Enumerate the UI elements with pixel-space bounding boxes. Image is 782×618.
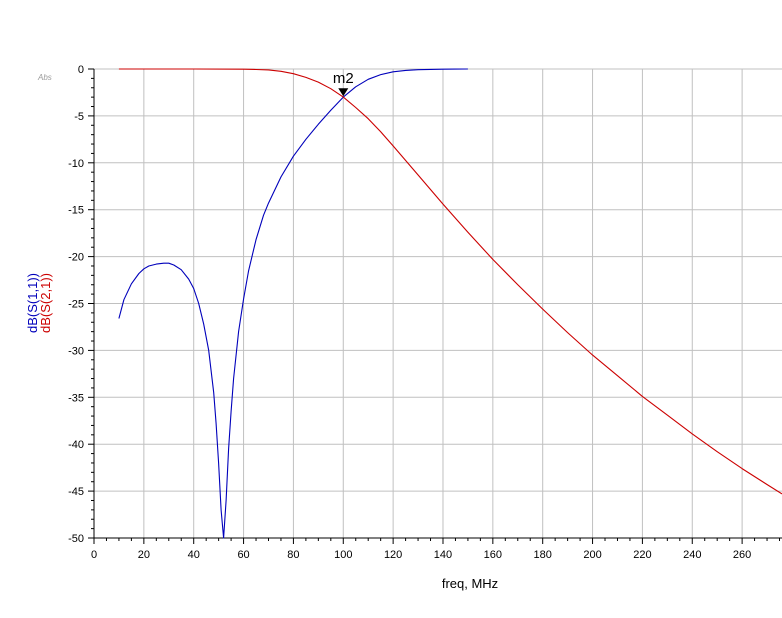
x-tick-label: 180 bbox=[534, 549, 552, 561]
x-tick-label: 260 bbox=[733, 549, 751, 561]
y-tick-label: -15 bbox=[68, 205, 84, 217]
x-tick-label: 20 bbox=[138, 549, 150, 561]
x-axis-title: freq, MHz bbox=[442, 576, 498, 591]
y-tick-label: -35 bbox=[68, 392, 84, 404]
y-axis-title-s11: dB(S(1,1)) bbox=[25, 273, 40, 333]
y-tick-label: -45 bbox=[68, 486, 84, 498]
y-axis-title-s21: dB(S(2,1)) bbox=[38, 273, 53, 333]
marker-triangle bbox=[338, 88, 349, 97]
y-tick-label: -25 bbox=[68, 299, 84, 311]
y-tick-label: -20 bbox=[68, 252, 84, 264]
tick-labels: 0 20 40 60 80 100 120 140 160 180 200 220 240 260 0 -5 -… bbox=[68, 64, 751, 561]
y-tick-label: 0 bbox=[78, 64, 84, 76]
y-tick-label: -30 bbox=[68, 345, 84, 357]
axes bbox=[93, 69, 782, 539]
x-tick-label: 60 bbox=[237, 549, 249, 561]
marker-m2: m2 bbox=[333, 70, 354, 97]
x-tick-label: 120 bbox=[384, 549, 402, 561]
series-s11-line bbox=[118, 68, 468, 539]
corner-label: Abs bbox=[37, 73, 52, 82]
y-tick-label: -40 bbox=[68, 439, 84, 451]
series-s21-line bbox=[118, 68, 782, 495]
y-tick-label: -50 bbox=[68, 533, 84, 545]
y-tick-label: -5 bbox=[74, 111, 84, 123]
y-tick-label: -10 bbox=[68, 158, 84, 170]
marker-label: m2 bbox=[333, 70, 354, 87]
x-tick-label: 100 bbox=[334, 549, 352, 561]
x-tick-label: 240 bbox=[683, 549, 701, 561]
x-tick-label: 0 bbox=[91, 549, 97, 561]
x-tick-label: 140 bbox=[434, 549, 452, 561]
x-tick-label: 40 bbox=[188, 549, 200, 561]
x-tick-label: 200 bbox=[583, 549, 601, 561]
x-tick-label: 160 bbox=[484, 549, 502, 561]
x-tick-label: 80 bbox=[287, 549, 299, 561]
x-tick-label: 220 bbox=[633, 549, 651, 561]
series-lines bbox=[118, 68, 782, 539]
